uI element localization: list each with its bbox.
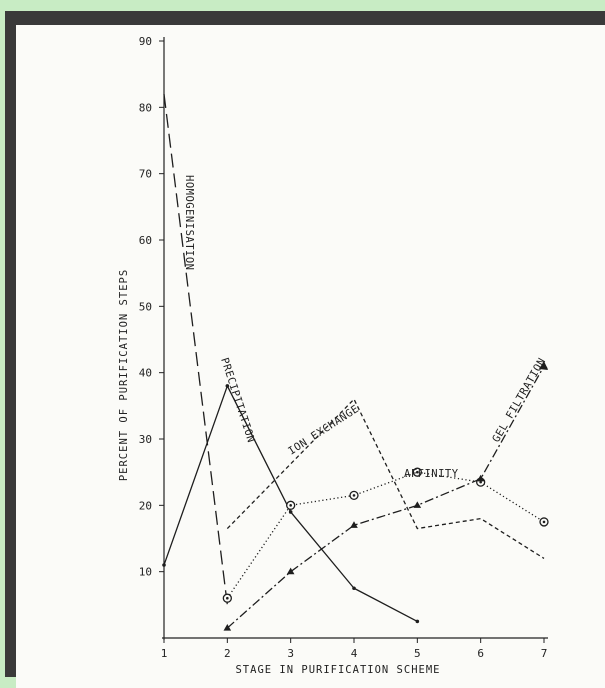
- data-point-precipitation: [352, 586, 356, 590]
- data-point-precipitation: [416, 620, 420, 624]
- series-line-ion-exchange: [227, 399, 544, 558]
- x-tick-label: 4: [351, 647, 358, 660]
- x-tick-label: 6: [477, 647, 484, 660]
- series-line-homogenisation: [164, 94, 227, 605]
- chart-axes: 10 20 30 40 50 60 70 80 90 1 2 3 4 5 6 7: [139, 35, 548, 660]
- x-tick-label: 5: [414, 647, 421, 660]
- y-tick-label: 50: [139, 300, 152, 313]
- y-tick-label: 60: [139, 234, 152, 247]
- y-tick-label: 10: [139, 566, 152, 579]
- y-tick-label: 80: [139, 101, 152, 114]
- series-line-gel-filtration: [227, 366, 544, 628]
- series-label-gel-filtration: GEL FILTRATION: [490, 356, 548, 445]
- data-point-center-affinity: [543, 521, 546, 524]
- data-point-precipitation: [289, 510, 293, 514]
- x-axis-title: STAGE IN PURIFICATION SCHEME: [235, 664, 440, 676]
- data-point-center-affinity: [353, 494, 356, 497]
- data-point-gel-filtration: [287, 568, 295, 575]
- data-point-gel-filtration: [414, 501, 422, 508]
- x-tick-label: 1: [161, 647, 168, 660]
- y-axis-title: PERCENT OF PURIFICATION STEPS: [118, 269, 130, 481]
- x-tick-label: 3: [287, 647, 294, 660]
- y-tick-label: 40: [139, 367, 152, 380]
- y-tick-label: 30: [139, 433, 152, 446]
- y-tick-label: 20: [139, 499, 152, 512]
- y-tick-label: 90: [139, 35, 152, 48]
- chart-series-labels: HOMOGENISATION PRECIPITATION ION EXCHANGE A…: [183, 175, 548, 480]
- series-label-affinity: AFFINITY: [404, 468, 459, 480]
- data-point-center-affinity: [289, 504, 292, 507]
- x-tick-label: 7: [541, 647, 548, 660]
- data-point-precipitation: [162, 563, 166, 567]
- y-tick-label: 70: [139, 168, 152, 181]
- data-point-gel-filtration: [477, 475, 485, 482]
- line-chart: 10 20 30 40 50 60 70 80 90 1 2 3 4 5 6 7 HOMOGENISATION…: [16, 25, 605, 688]
- data-point-center-affinity: [226, 597, 229, 600]
- chart-paper: 10 20 30 40 50 60 70 80 90 1 2 3 4 5 6 7 HOMOGENISATION…: [16, 25, 605, 688]
- series-label-precipitation: PRECIPITATION: [218, 356, 257, 444]
- series-line-affinity: [227, 472, 544, 598]
- series-label-ion-exchange: ION EXCHANGE: [286, 403, 361, 458]
- x-tick-label: 2: [224, 647, 231, 660]
- series-label-homogenisation: HOMOGENISATION: [183, 175, 195, 271]
